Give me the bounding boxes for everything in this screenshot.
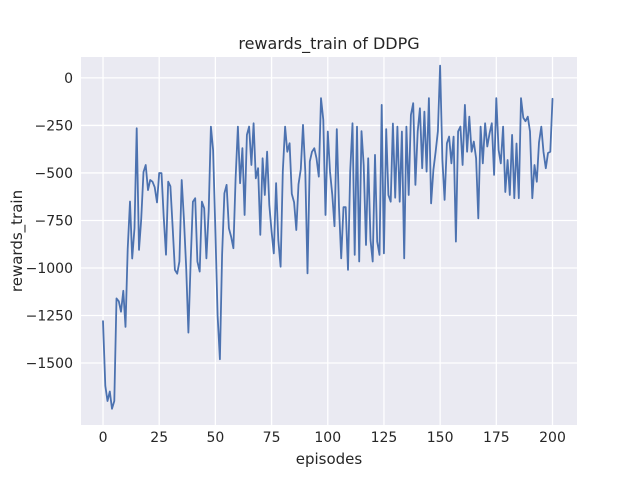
series-group xyxy=(102,64,554,410)
y-tick-label: −1250 xyxy=(26,309,73,325)
tick-labels: 0 25 50 75 100 125 150 175 200 0 −250 −500 −750 −1000… xyxy=(26,71,566,446)
x-tick-label: 50 xyxy=(206,430,224,446)
y-tick-label: −250 xyxy=(35,118,73,134)
x-tick-label: 100 xyxy=(314,430,341,446)
y-tick-label: −1000 xyxy=(26,261,73,277)
y-tick-label: −750 xyxy=(35,213,73,229)
y-axis-label: rewards_train xyxy=(8,190,27,292)
x-axis-label: episodes xyxy=(296,450,363,468)
y-tick-label: 0 xyxy=(64,71,73,87)
axes-background xyxy=(81,57,577,425)
x-tick-label: 0 xyxy=(99,430,108,446)
x-tick-label: 125 xyxy=(371,430,398,446)
series-line xyxy=(102,64,554,410)
x-tick-label: 150 xyxy=(427,430,454,446)
x-tick-label: 200 xyxy=(539,430,566,446)
y-tick-label: −500 xyxy=(35,166,73,182)
x-tick-label: 175 xyxy=(483,430,510,446)
y-tick-label: −1500 xyxy=(26,356,73,372)
x-tick-label: 75 xyxy=(263,430,281,446)
chart-title: rewards_train of DDPG xyxy=(238,34,419,54)
x-tick-label: 25 xyxy=(150,430,168,446)
